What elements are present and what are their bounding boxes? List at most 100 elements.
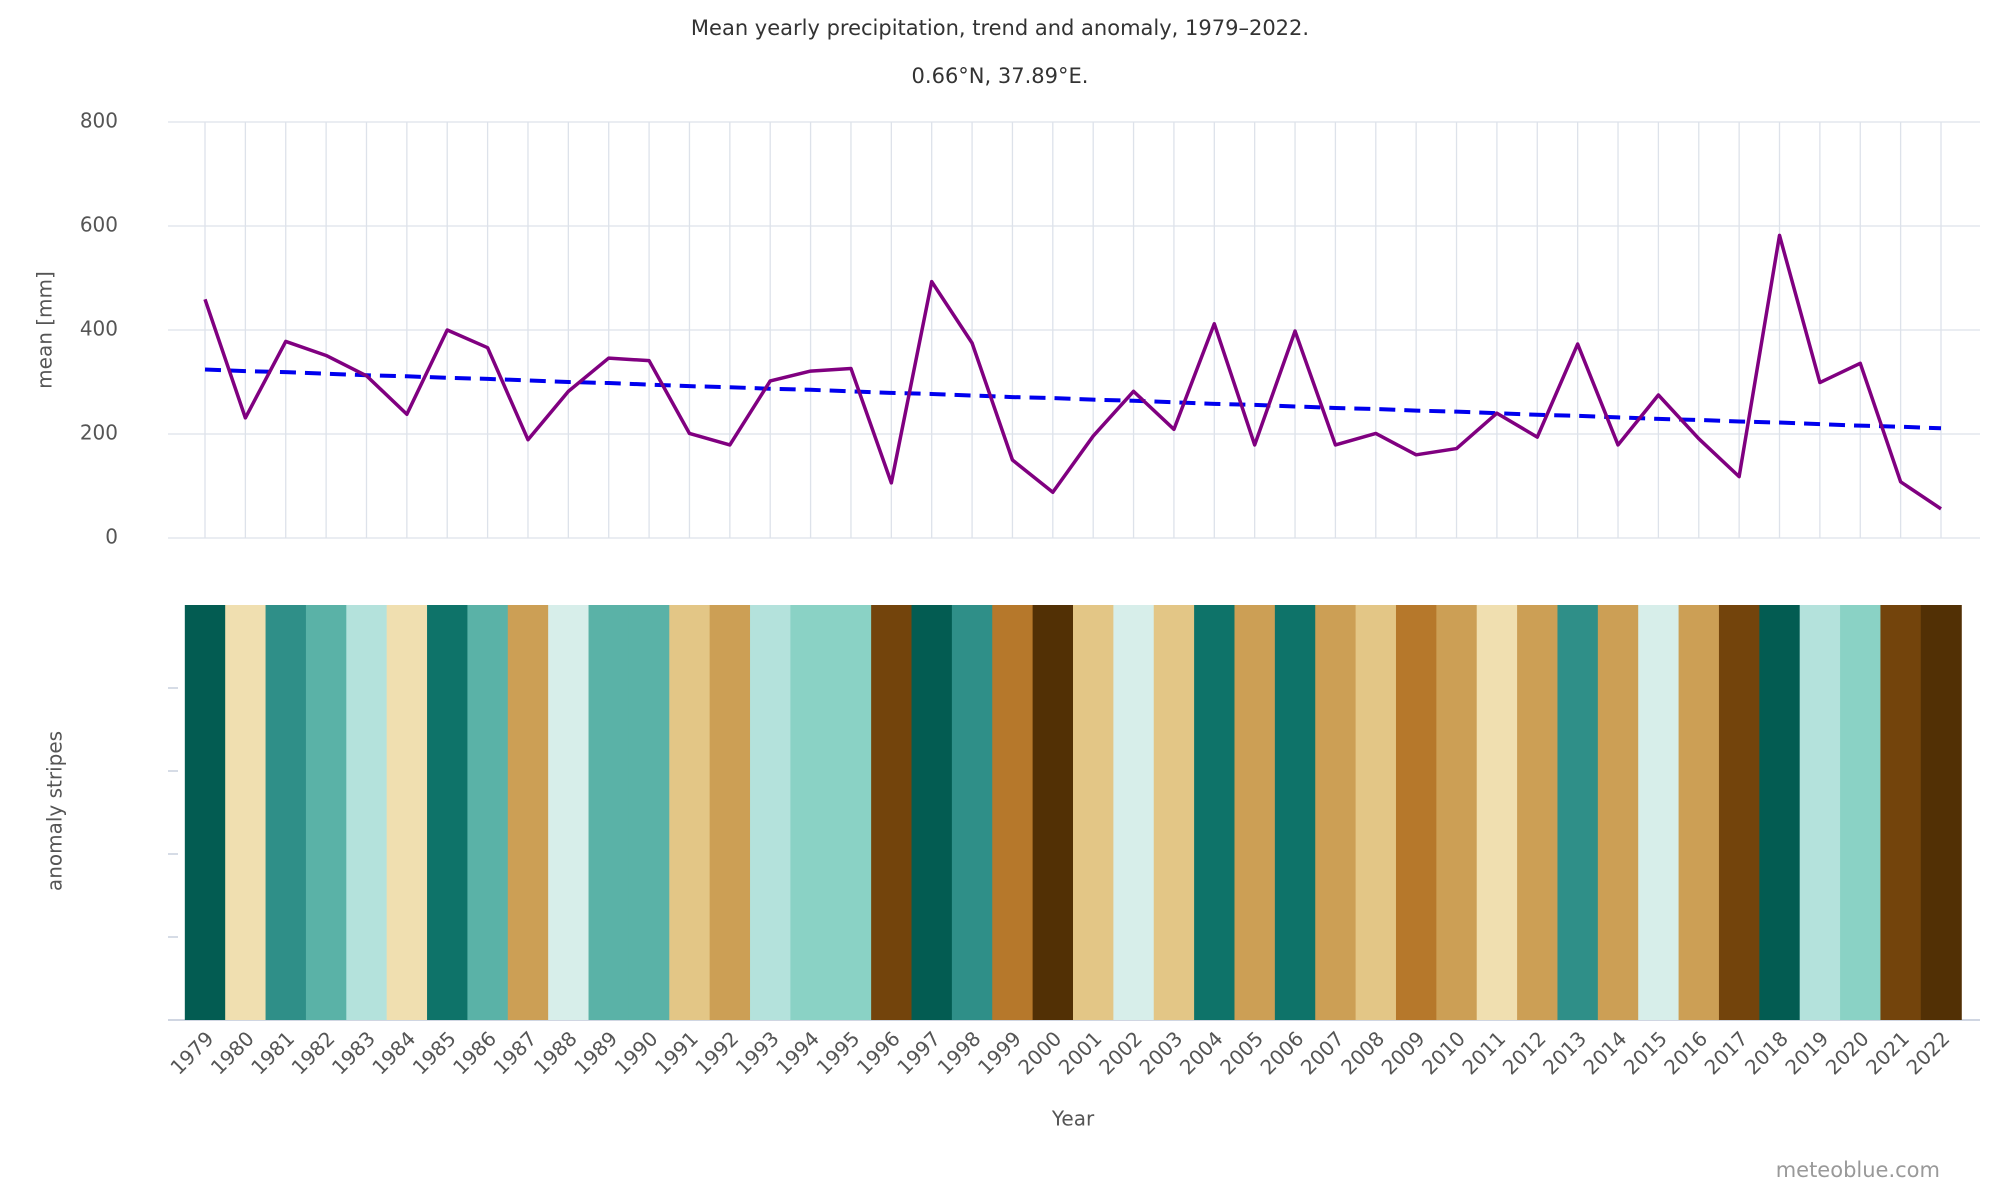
anomaly-stripe xyxy=(1759,605,1801,1020)
x-tick-label: 2011 xyxy=(1457,1026,1510,1079)
x-tick-label: 1994 xyxy=(771,1026,824,1079)
anomaly-stripe xyxy=(709,605,751,1020)
anomaly-stripe xyxy=(225,605,267,1020)
y-axis-label: mean [mm] xyxy=(33,271,57,389)
x-tick-label: 1997 xyxy=(892,1026,945,1079)
anomaly-stripe xyxy=(1274,605,1316,1020)
y-tick-label: 200 xyxy=(80,421,118,445)
anomaly-stripe xyxy=(507,605,549,1020)
anomaly-stripe xyxy=(1315,605,1357,1020)
y-tick-label: 800 xyxy=(80,109,118,133)
x-tick-label: 1985 xyxy=(408,1026,461,1079)
x-tick-label: 1980 xyxy=(206,1026,259,1079)
y-tick-label: 400 xyxy=(80,317,118,341)
x-tick-label: 1986 xyxy=(448,1026,501,1079)
trend-line xyxy=(204,367,1942,431)
anomaly-stripe xyxy=(951,605,993,1020)
y-tick-label: 600 xyxy=(80,213,118,237)
x-tick-label: 1989 xyxy=(569,1026,622,1079)
x-tick-label: 2006 xyxy=(1256,1026,1309,1079)
anomaly-stripe xyxy=(992,605,1034,1020)
x-tick-label: 1982 xyxy=(287,1026,340,1079)
anomaly-stripe xyxy=(427,605,469,1020)
x-tick-label: 2003 xyxy=(1134,1026,1187,1079)
x-tick-label: 2007 xyxy=(1296,1026,1349,1079)
anomaly-stripe xyxy=(1880,605,1922,1020)
stripes-label: anomaly stripes xyxy=(43,731,67,891)
x-tick-label: 1998 xyxy=(933,1026,986,1079)
x-tick-label: 2021 xyxy=(1861,1026,1914,1079)
anomaly-stripe xyxy=(790,605,832,1020)
x-tick-label: 2001 xyxy=(1054,1026,1107,1079)
x-tick-label: 1992 xyxy=(690,1026,743,1079)
anomaly-stripe xyxy=(669,605,711,1020)
anomaly-stripe xyxy=(184,605,226,1020)
x-tick-label: 1990 xyxy=(610,1026,663,1079)
x-tick-label: 1984 xyxy=(367,1026,420,1079)
x-tick-label: 2004 xyxy=(1175,1026,1228,1079)
anomaly-stripe xyxy=(1153,605,1195,1020)
x-tick-label: 1987 xyxy=(488,1026,541,1079)
anomaly-stripe xyxy=(830,605,872,1020)
credit: meteoblue.com xyxy=(1776,1158,1940,1182)
chart-subtitle: 0.66°N, 37.89°E. xyxy=(912,64,1089,88)
anomaly-stripe xyxy=(467,605,509,1020)
x-tick-label: 2000 xyxy=(1013,1026,1066,1079)
anomaly-stripe xyxy=(1234,605,1276,1020)
x-tick-label: 2008 xyxy=(1336,1026,1389,1079)
anomaly-stripe xyxy=(871,605,913,1020)
x-tick-label: 1981 xyxy=(246,1026,299,1079)
anomaly-stripe xyxy=(1799,605,1841,1020)
anomaly-stripe xyxy=(1920,605,1962,1020)
anomaly-stripe xyxy=(386,605,428,1020)
stripes-ticks xyxy=(168,687,178,938)
anomaly-stripe xyxy=(305,605,347,1020)
x-tick-label: 1996 xyxy=(852,1026,905,1079)
anomaly-stripe xyxy=(1517,605,1559,1020)
anomaly-stripe xyxy=(750,605,791,1020)
y-tick-label: 0 xyxy=(105,525,118,549)
anomaly-stripe xyxy=(1476,605,1518,1020)
anomaly-stripe xyxy=(1436,605,1478,1020)
anomaly-stripe xyxy=(1073,605,1114,1020)
x-tick-label: 2022 xyxy=(1901,1026,1954,1079)
x-tick-label: 2005 xyxy=(1215,1026,1268,1079)
anomaly-stripe xyxy=(628,605,670,1020)
anomaly-stripe xyxy=(1840,605,1882,1020)
x-tick-label: 2018 xyxy=(1740,1026,1793,1079)
x-tick-label: 2017 xyxy=(1700,1026,1753,1079)
x-tick-label: 1991 xyxy=(650,1026,703,1079)
anomaly-stripe xyxy=(548,605,590,1020)
anomaly-stripe xyxy=(1032,605,1074,1020)
x-tick-label: 2009 xyxy=(1377,1026,1430,1079)
anomaly-stripe xyxy=(1678,605,1720,1020)
x-tick-label: 1988 xyxy=(529,1026,582,1079)
anomaly-stripe xyxy=(1638,605,1680,1020)
anomaly-stripe xyxy=(1355,605,1397,1020)
x-tick-label: 1983 xyxy=(327,1026,380,1079)
anomaly-stripe xyxy=(588,605,630,1020)
x-tick-label: 2012 xyxy=(1498,1026,1551,1079)
x-tick-label: 2019 xyxy=(1780,1026,1833,1079)
x-tick-label: 2002 xyxy=(1094,1026,1147,1079)
x-tick-label: 2020 xyxy=(1821,1026,1874,1079)
x-tick-label: 1993 xyxy=(731,1026,784,1079)
anomaly-stripe xyxy=(1395,605,1437,1020)
x-tick-label: 1995 xyxy=(811,1026,864,1079)
data-line xyxy=(203,233,1942,511)
chart-title: Mean yearly precipitation, trend and ano… xyxy=(691,16,1309,40)
anomaly-stripe xyxy=(1597,605,1639,1020)
x-axis-label: Year xyxy=(1051,1107,1095,1131)
anomaly-stripe xyxy=(1718,605,1760,1020)
anomaly-stripe xyxy=(346,605,388,1020)
anomaly-stripe xyxy=(265,605,307,1020)
x-tick-label: 2010 xyxy=(1417,1026,1470,1079)
anomaly-stripe xyxy=(1194,605,1236,1020)
x-tick-label: 2014 xyxy=(1578,1026,1631,1079)
x-tick-label: 1999 xyxy=(973,1026,1026,1079)
anomaly-stripe xyxy=(1557,605,1599,1020)
x-tick-label: 1979 xyxy=(165,1026,218,1079)
anomaly-stripe xyxy=(911,605,953,1020)
anomaly-stripe xyxy=(1113,605,1155,1020)
